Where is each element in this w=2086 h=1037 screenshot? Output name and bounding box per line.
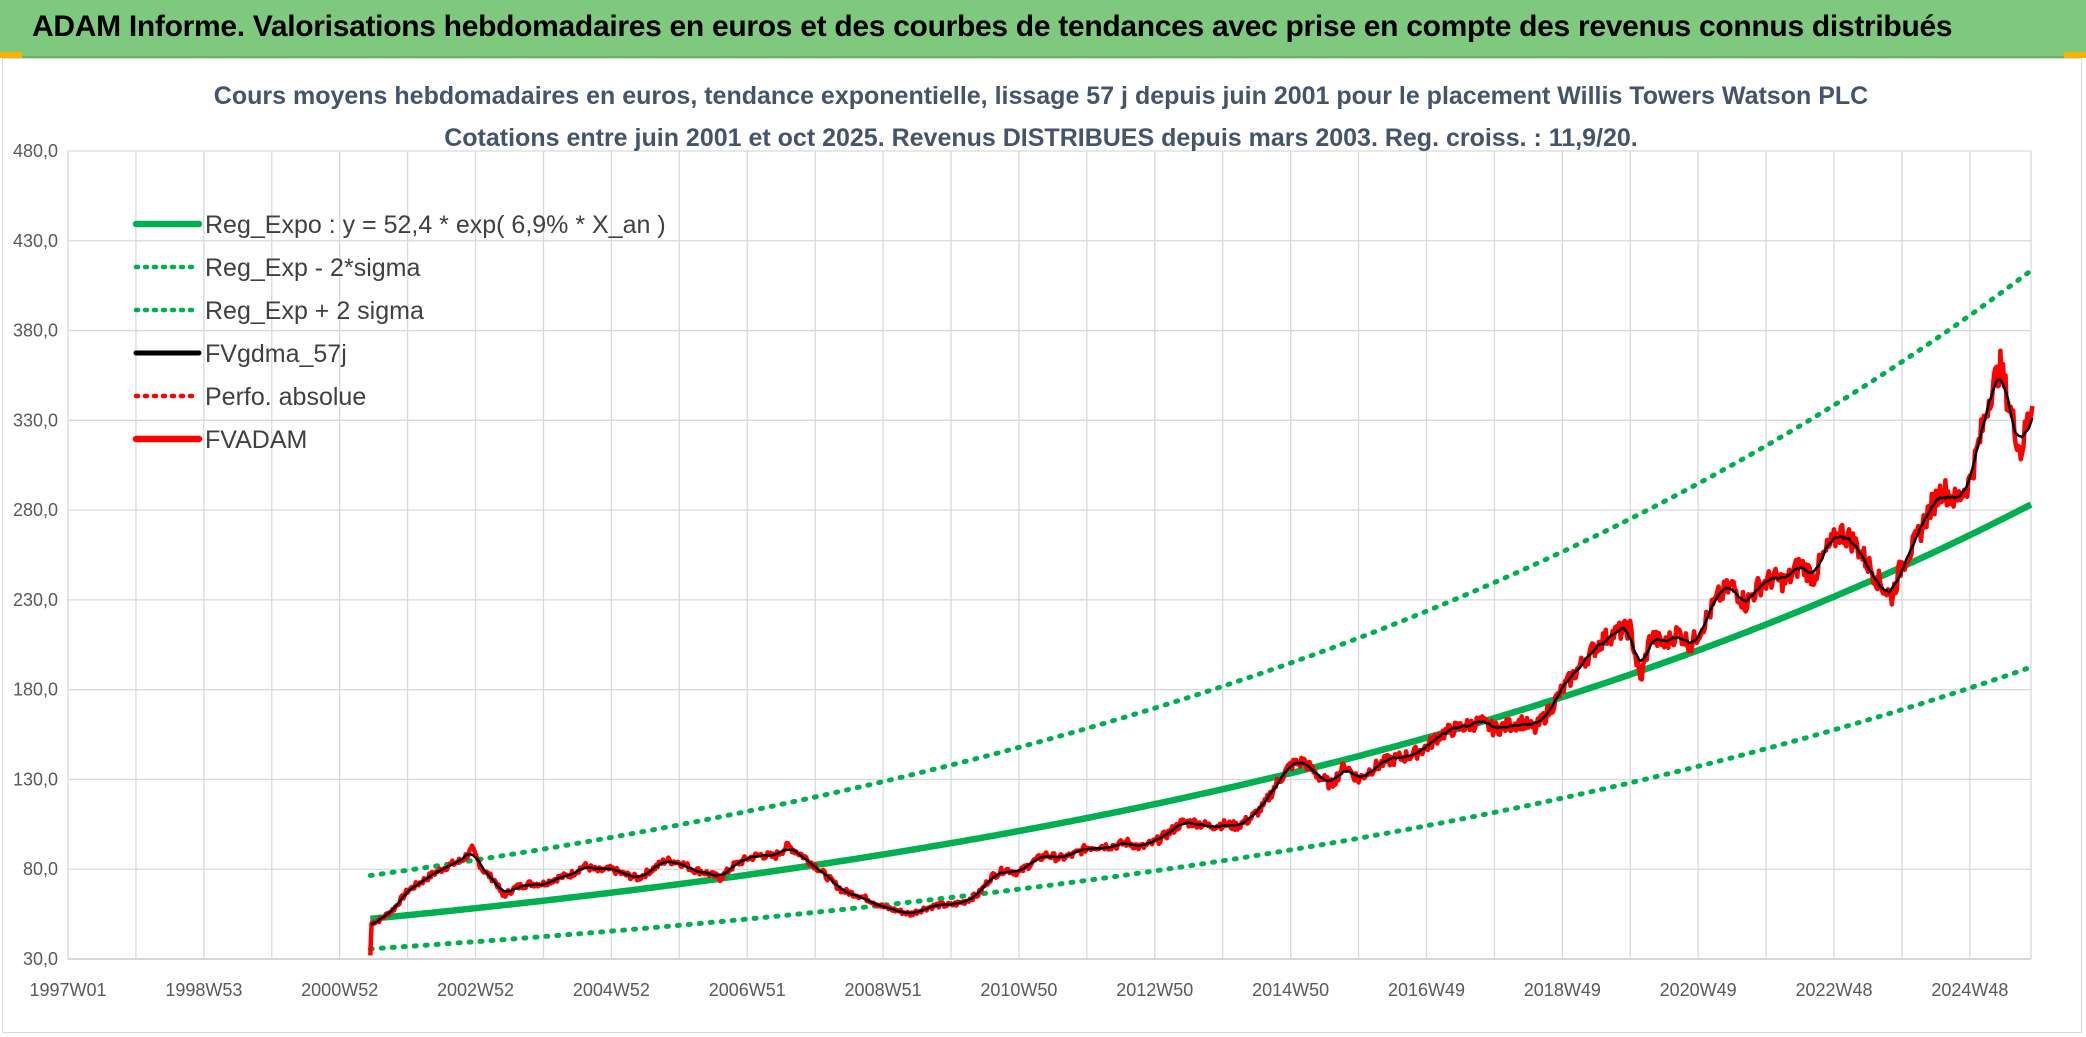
- legend-label: Reg_Exp + 2 sigma: [205, 297, 424, 325]
- x-tick-label: 2002W52: [437, 980, 514, 1000]
- x-tick-label: 1998W53: [165, 980, 242, 1000]
- y-tick-label: 430,0: [13, 231, 58, 251]
- y-axis: 30,0 80,0 130,0 180,0 230,0 280,0 330,0 380,0 43…: [13, 141, 58, 969]
- corner-marker-left: [0, 52, 22, 58]
- y-tick-label: 380,0: [13, 321, 58, 341]
- y-tick-label: 480,0: [13, 141, 58, 161]
- series-reg-expo: [370, 501, 2033, 923]
- chart-frame: Cours moyens hebdomadaires en euros, ten…: [2, 58, 2082, 1033]
- y-tick-label: 130,0: [13, 769, 58, 789]
- legend-label: FVADAM: [205, 426, 307, 454]
- report-banner: ADAM Informe. Valorisations hebdomadaire…: [0, 0, 2086, 58]
- price-chart: Cours moyens hebdomadaires en euros, ten…: [13, 82, 2035, 1000]
- chart-series: [367, 268, 2035, 956]
- x-tick-label: 2012W50: [1116, 980, 1193, 1000]
- x-tick-label: 2006W51: [709, 980, 786, 1000]
- legend-label: Reg_Expo : y = 52,4 * exp( 6,9% * X_an ): [205, 211, 666, 239]
- x-tick-label: 2004W52: [573, 980, 650, 1000]
- y-tick-label: 330,0: [13, 410, 58, 430]
- y-tick-label: 280,0: [13, 500, 58, 520]
- x-tick-label: 2024W48: [1931, 980, 2008, 1000]
- y-tick-label: 180,0: [13, 680, 58, 700]
- series-fvgdma-57j: [370, 378, 2034, 926]
- x-tick-label: 2008W51: [845, 980, 922, 1000]
- x-tick-label: 2016W49: [1388, 980, 1465, 1000]
- x-tick-label: 2022W48: [1795, 980, 1872, 1000]
- x-tick-label: 2000W52: [301, 980, 378, 1000]
- chart-legend: Reg_Expo : y = 52,4 * exp( 6,9% * X_an )…: [132, 211, 666, 454]
- y-tick-label: 80,0: [23, 859, 58, 879]
- x-tick-label: 1997W01: [29, 980, 106, 1000]
- legend-label: Reg_Exp - 2*sigma: [205, 254, 420, 282]
- chart-grid: [67, 150, 2032, 960]
- corner-marker-right: [2064, 52, 2086, 58]
- x-tick-label: 2010W50: [980, 980, 1057, 1000]
- chart-title: Cours moyens hebdomadaires en euros, ten…: [214, 82, 1868, 110]
- chart-subtitle: Cotations entre juin 2001 et oct 2025. R…: [444, 124, 1638, 152]
- y-tick-label: 30,0: [23, 949, 58, 969]
- x-axis: 1997W01 1998W53 2000W52 2002W52 2004W52 2006W…: [29, 980, 2008, 1000]
- legend-label: FVgdma_57j: [205, 340, 347, 368]
- legend-label: Perfo. absolue: [205, 383, 366, 411]
- x-tick-label: 2018W49: [1524, 980, 1601, 1000]
- x-tick-label: 2020W49: [1660, 980, 1737, 1000]
- series-reg-plus-2-sigma: [367, 268, 2034, 878]
- report-title: ADAM Informe. Valorisations hebdomadaire…: [32, 10, 1953, 43]
- x-tick-label: 2014W50: [1252, 980, 1329, 1000]
- y-tick-label: 230,0: [13, 590, 58, 610]
- series-reg-minus-2-sigma: [367, 664, 2034, 952]
